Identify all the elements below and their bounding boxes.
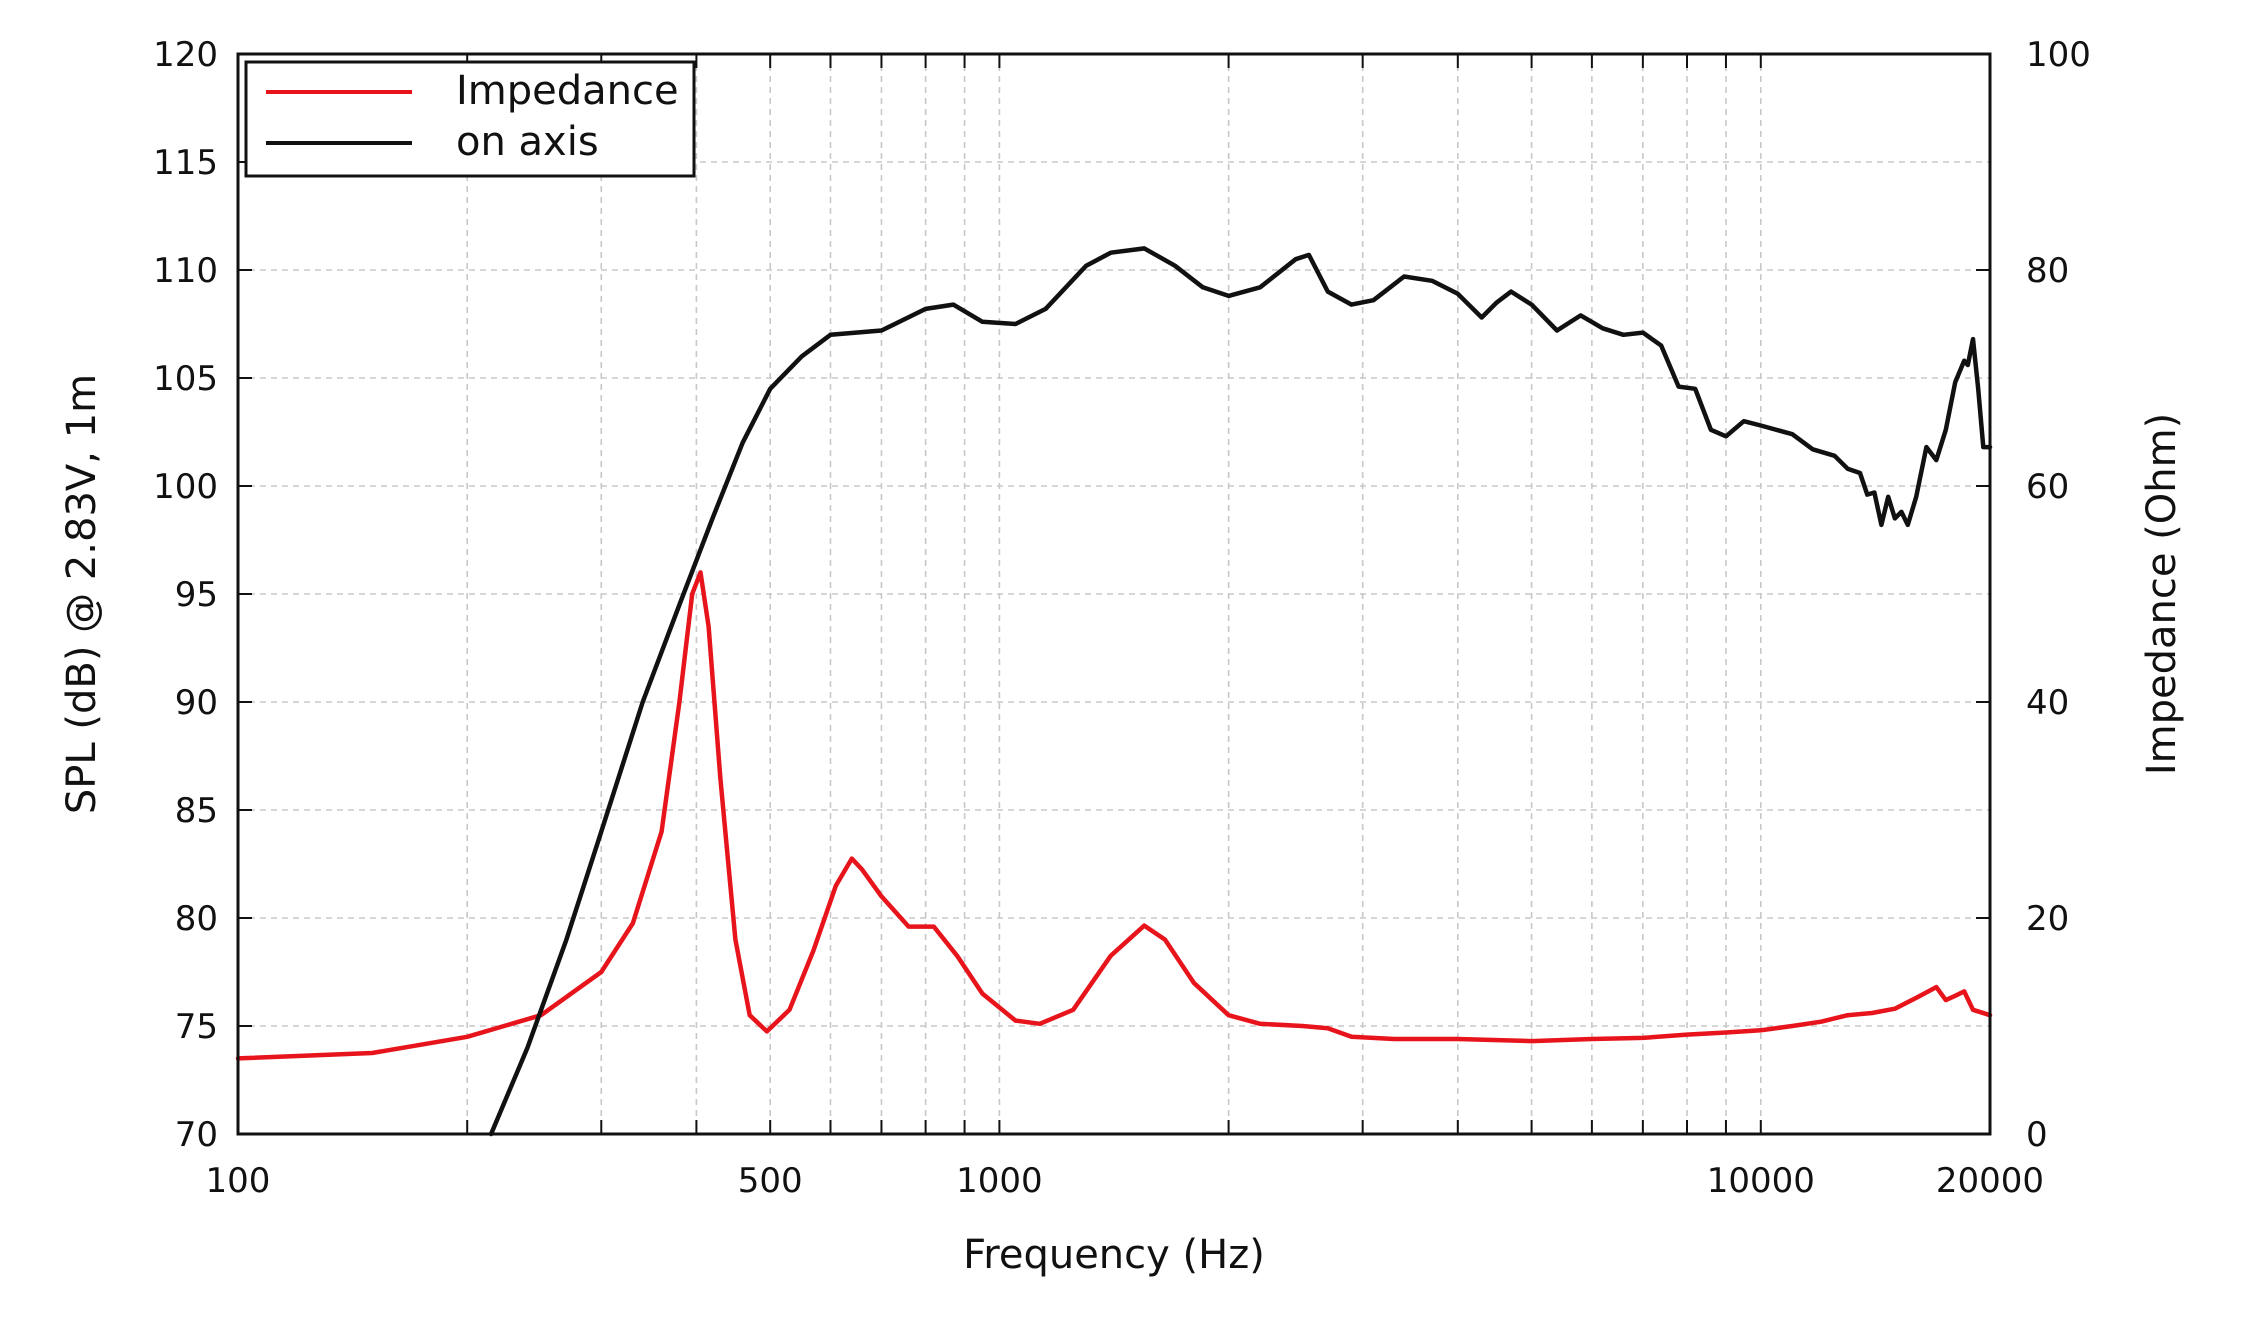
legend-label-on-axis: on axis (456, 119, 599, 165)
x-tick-label-500: 500 (738, 1161, 803, 1201)
x-tick-label-20000: 20000 (1936, 1161, 2044, 1201)
series-layer (235, 246, 1993, 1137)
x-tick-label-1000: 1000 (956, 1161, 1043, 1201)
y-left-tick-label-80: 80 (175, 899, 218, 939)
x-tick-label-10000: 10000 (1707, 1161, 1815, 1201)
y-right-tick-label-100: 100 (2026, 35, 2091, 75)
y-left-axis-title: SPL (dB) @ 2.83V, 1m (59, 374, 105, 814)
y-left-tick-label-105: 105 (153, 359, 218, 399)
y-left-tick-label-120: 120 (153, 35, 218, 75)
x-tick-label-100: 100 (206, 1161, 271, 1201)
y-left-tick-label-85: 85 (175, 791, 218, 831)
series-line-impedance (235, 570, 1993, 1061)
legend: Impedance on axis (244, 60, 696, 178)
y-left-tick-label-75: 75 (175, 1007, 218, 1047)
tick-labels: 100 500 1000 10000 2000070758085909510010511… (153, 35, 2091, 1201)
x-axis-title: Frequency (Hz) (963, 1232, 1265, 1278)
legend-label-impedance: Impedance (456, 68, 679, 114)
y-right-axis-title: Impedance (Ohm) (2139, 413, 2185, 775)
legend-box (244, 60, 696, 178)
y-left-tick-label-70: 70 (175, 1115, 218, 1155)
series-line-on-axis (488, 246, 1993, 1137)
grid (238, 54, 1990, 1134)
y-right-tick-label-40: 40 (2026, 683, 2069, 723)
y-left-tick-label-100: 100 (153, 467, 218, 507)
y-right-tick-label-80: 80 (2026, 251, 2069, 291)
y-left-tick-label-110: 110 (153, 251, 218, 291)
y-right-tick-label-60: 60 (2026, 467, 2069, 507)
plot-frame (236, 52, 1992, 1136)
y-right-tick-label-0: 0 (2026, 1115, 2048, 1155)
y-left-tick-label-95: 95 (175, 575, 218, 615)
y-left-tick-label-90: 90 (175, 683, 218, 723)
y-left-tick-label-115: 115 (153, 143, 218, 183)
y-right-tick-label-20: 20 (2026, 899, 2069, 939)
